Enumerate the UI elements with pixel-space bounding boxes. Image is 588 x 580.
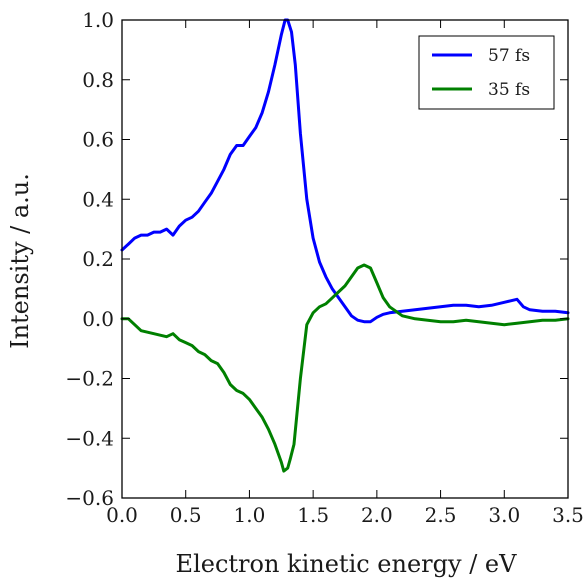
series-line-35fs (120, 263, 570, 473)
legend-box (418, 35, 555, 110)
x-tick-label: 2.5 (425, 503, 457, 527)
plot-area (120, 18, 570, 473)
series-line-57fs (120, 18, 570, 324)
legend: 57 fs 35 fs (418, 35, 555, 110)
plot-frame (121, 19, 569, 499)
y-tick-label: 0.6 (82, 128, 114, 152)
legend-label-57fs: 57 fs (488, 46, 530, 66)
x-tick-label: 0.0 (106, 503, 138, 527)
axis-ticks: 0.0 0.5 1.0 1.5 2.0 2.5 3.0 3.5 −0.6 −0.4 −0.2 0.0 0… (65, 8, 583, 527)
y-tick-label: −0.4 (65, 426, 114, 450)
y-tick-label: −0.2 (65, 367, 114, 391)
x-tick-label: 2.0 (361, 503, 393, 527)
y-tick-label: −0.6 (65, 486, 114, 510)
x-tick-label: 3.5 (552, 503, 584, 527)
y-tick-label: 0.4 (82, 187, 114, 211)
x-axis-label: Electron kinetic energy / eV (176, 550, 518, 578)
y-tick-label: 0.2 (82, 247, 114, 271)
x-tick-label: 1.5 (297, 503, 329, 527)
y-tick-label: 0.8 (82, 68, 114, 92)
x-tick-label: 0.5 (170, 503, 202, 527)
x-tick-label: 3.0 (488, 503, 520, 527)
y-tick-label: 0.0 (82, 307, 114, 331)
legend-label-35fs: 35 fs (488, 80, 530, 100)
x-tick-label: 1.0 (234, 503, 266, 527)
y-axis-label: Intensity / a.u. (6, 173, 34, 349)
y-tick-label: 1.0 (82, 8, 114, 32)
